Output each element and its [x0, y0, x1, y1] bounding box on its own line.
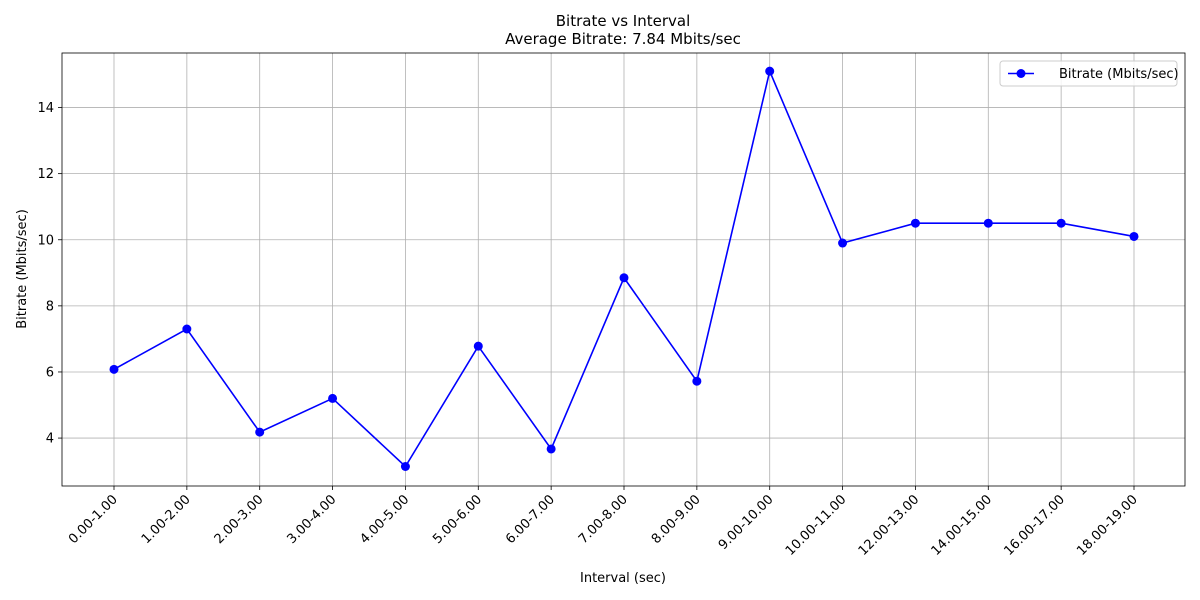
- y-tick-label: 10: [37, 233, 54, 248]
- legend: Bitrate (Mbits/sec): [999, 60, 1179, 87]
- x-tick-label: 0.00-1.00: [66, 492, 121, 547]
- x-tick-label: 3.00-4.00: [285, 492, 340, 547]
- data-point: [1129, 231, 1139, 241]
- x-tick-label: 6.00-7.00: [503, 492, 558, 547]
- y-tick-label: 4: [46, 432, 54, 447]
- legend-label: Bitrate (Mbits/sec): [1059, 67, 1179, 82]
- chart-title: Bitrate vs Interval: [556, 12, 690, 30]
- series-layer: [109, 66, 1139, 471]
- x-tick-label: 8.00-9.00: [649, 492, 704, 547]
- x-tick-label: 10.00-11.00: [783, 492, 850, 559]
- y-tick-label: 6: [46, 365, 54, 380]
- y-tick-label: 8: [46, 299, 54, 314]
- x-tick-label: 18.00-19.00: [1074, 492, 1141, 559]
- data-point: [182, 324, 192, 334]
- data-point: [473, 341, 483, 351]
- plot-frame: [61, 52, 1186, 487]
- x-tick-label: 4.00-5.00: [357, 492, 412, 547]
- data-point: [400, 461, 410, 471]
- x-tick-label: 5.00-6.00: [430, 492, 485, 547]
- data-point: [692, 376, 702, 386]
- x-axis-label: Interval (sec): [580, 571, 666, 586]
- x-tick-label: 1.00-2.00: [139, 492, 194, 547]
- data-point: [255, 427, 265, 437]
- data-point: [546, 444, 556, 454]
- x-tick-label: 9.00-10.00: [716, 492, 777, 553]
- x-tick-label: 7.00-8.00: [576, 492, 631, 547]
- data-point: [619, 273, 629, 283]
- x-tick-label: 12.00-13.00: [856, 492, 923, 559]
- x-tick-label: 2.00-3.00: [212, 492, 267, 547]
- data-point: [765, 66, 775, 76]
- chart-subtitle: Average Bitrate: 7.84 Mbits/sec: [505, 30, 741, 48]
- legend-marker: [1016, 69, 1026, 78]
- grid: [62, 53, 1185, 486]
- data-point: [109, 364, 119, 374]
- data-point: [910, 218, 920, 228]
- y-axis-label: Bitrate (Mbits/sec): [15, 209, 30, 329]
- y-tick-label: 12: [37, 167, 54, 182]
- x-tick-label: 16.00-17.00: [1001, 492, 1068, 559]
- data-point: [328, 393, 338, 403]
- legend-box: [999, 60, 1178, 87]
- y-tick-label: 14: [37, 101, 54, 116]
- data-point: [838, 238, 848, 248]
- data-point: [983, 218, 993, 228]
- data-point: [1056, 218, 1066, 228]
- x-tick-label: 14.00-15.00: [929, 492, 996, 559]
